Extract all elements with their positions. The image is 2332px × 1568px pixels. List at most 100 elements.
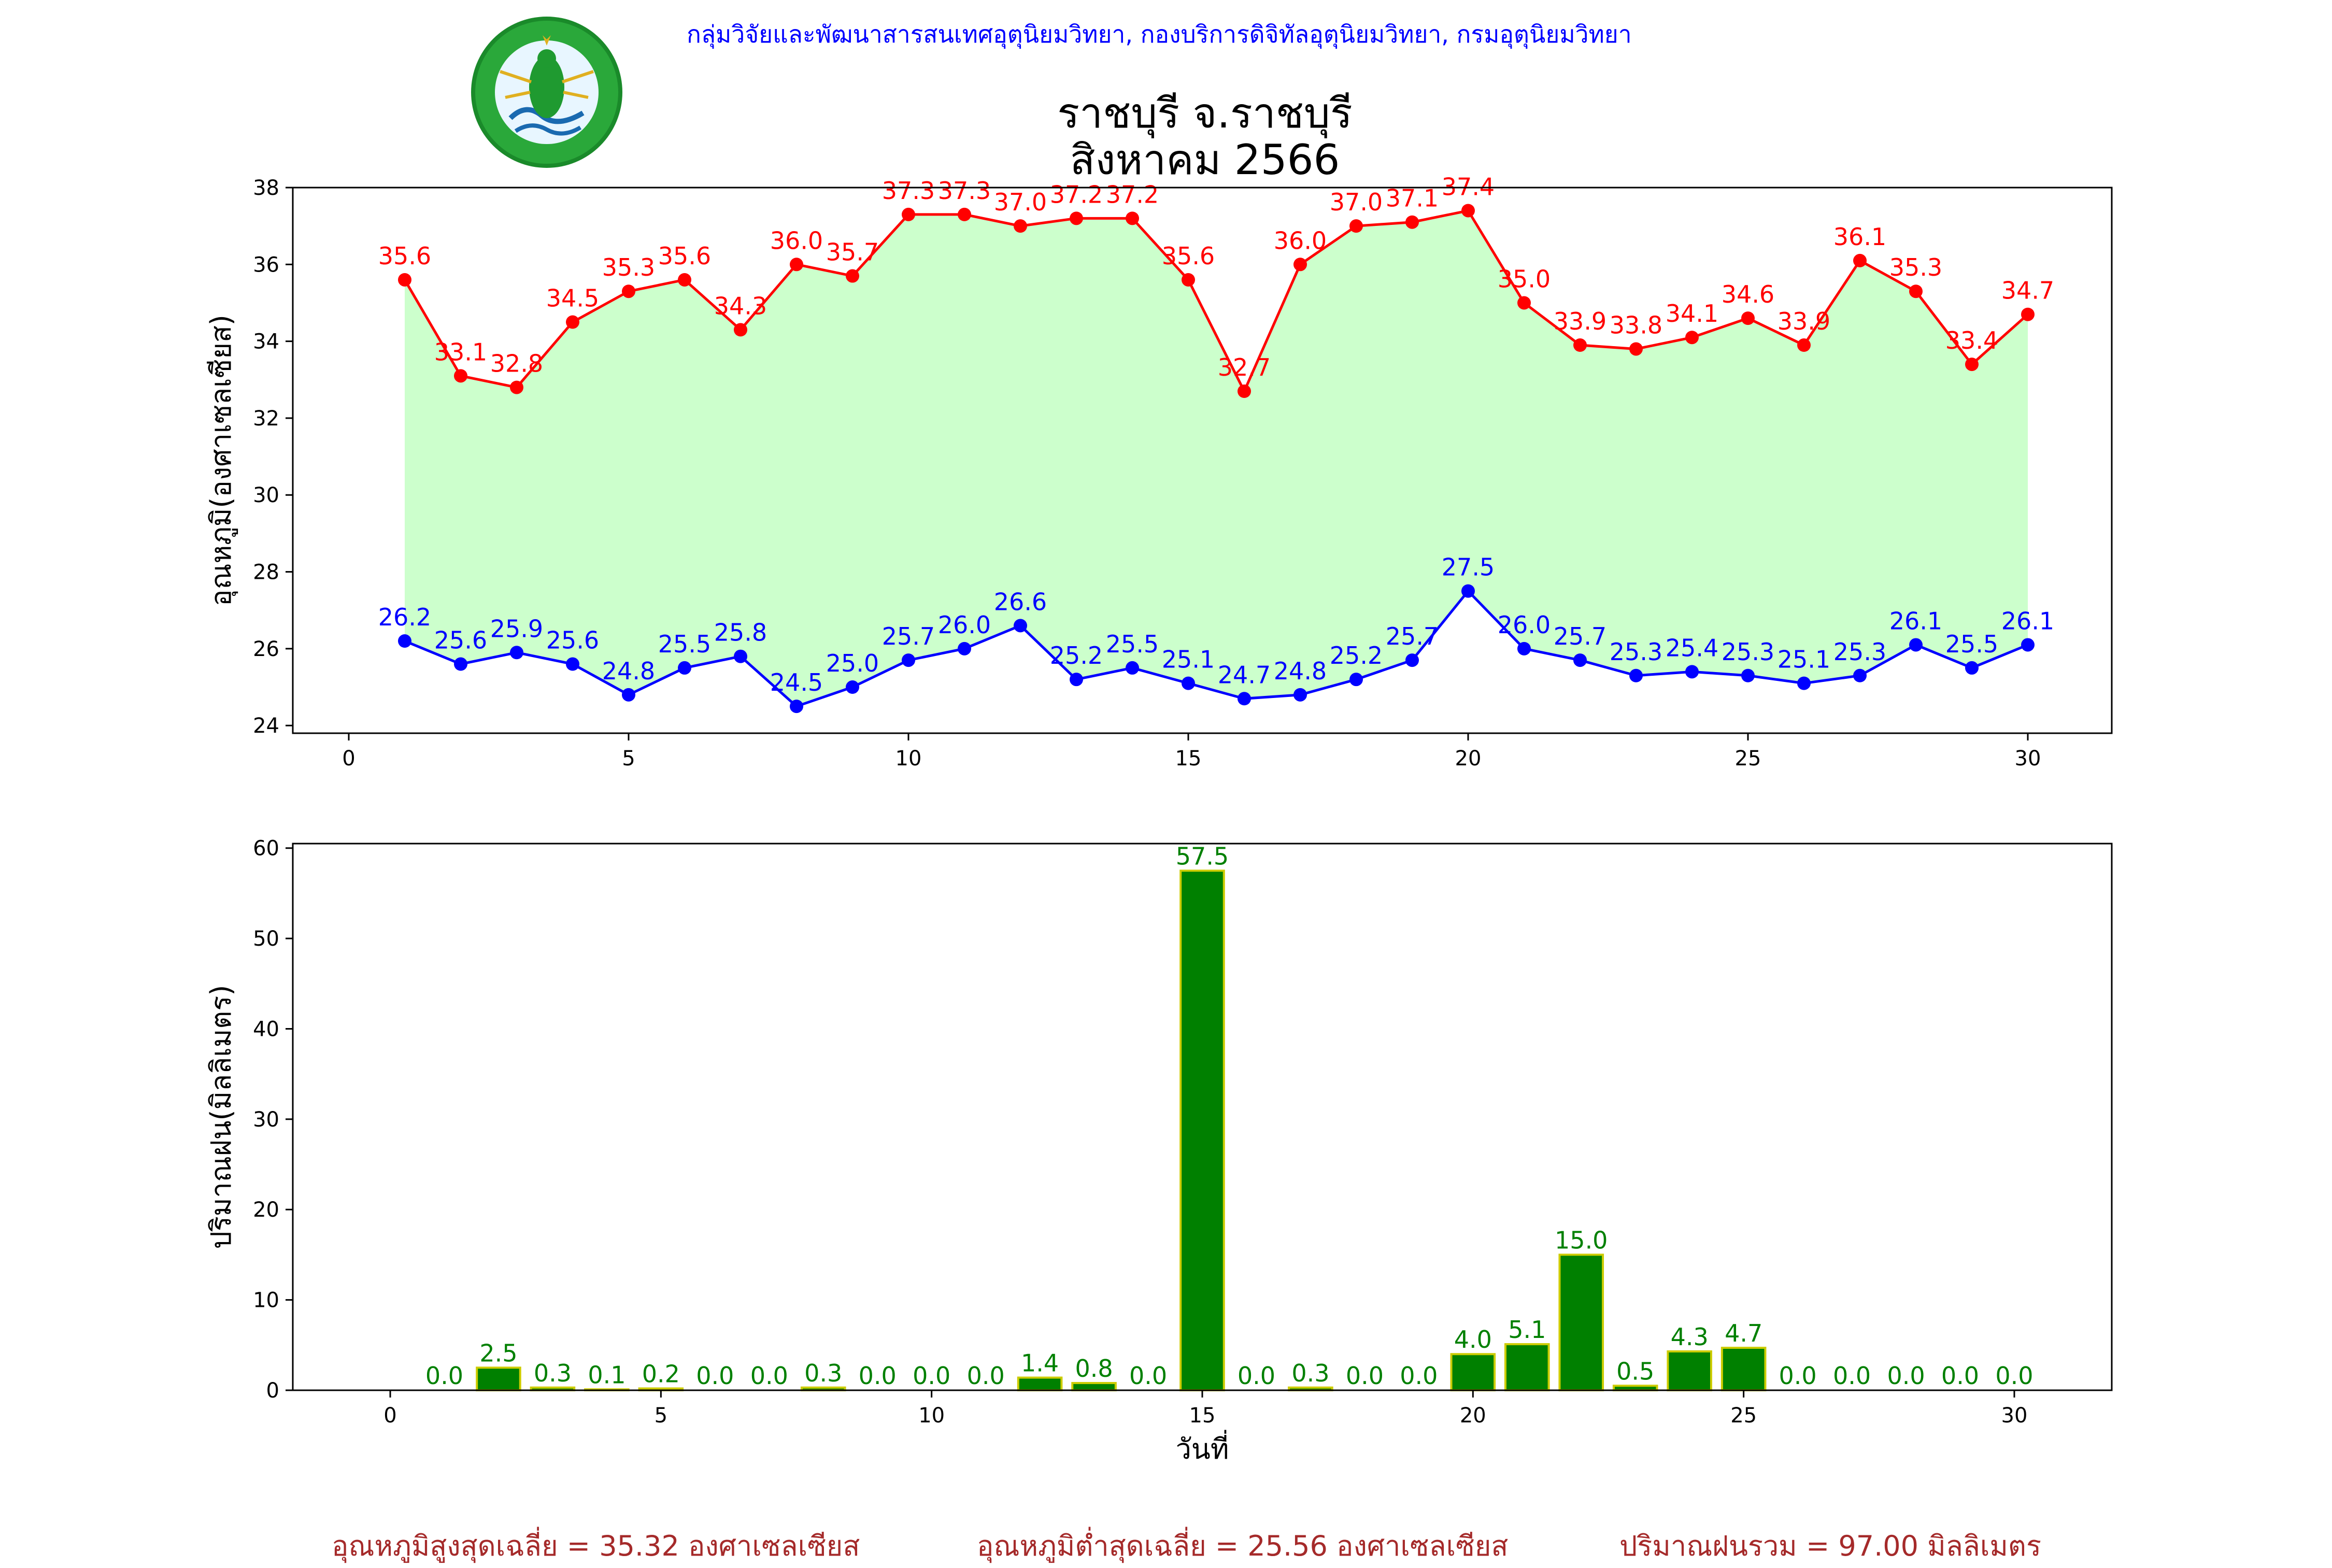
temperature-range-fill [405,210,2028,707]
max-temperature-label: 36.1 [1833,223,1886,251]
x-tick-label: 0 [342,747,355,771]
rainfall-value-label: 0.0 [1400,1362,1438,1390]
max-temperature-label: 37.2 [1106,180,1159,208]
min-temperature-label: 25.4 [1666,634,1718,662]
min-temperature-label: 24.8 [602,657,655,685]
min-temperature-point [1965,661,1979,675]
min-temperature-label: 25.5 [658,630,711,658]
max-temperature-label: 37.3 [882,177,935,205]
min-temperature-label: 25.3 [1833,638,1886,666]
min-temperature-label: 27.5 [1442,553,1495,581]
rainfall-bar [1179,869,1225,1392]
max-temperature-point [1965,358,1979,372]
rainfall-value-label: 0.3 [804,1359,842,1387]
min-temperature-label: 25.8 [714,619,767,647]
chart-title-month: สิงหาคม 2566 [1070,136,1340,184]
chart-title-station: ราชบุรี จ.ราชบุรี [1057,89,1353,137]
rainfall-bar [1504,1343,1550,1392]
max-temperature-label: 36.0 [1274,226,1327,254]
rainfall-value-label: 0.8 [1075,1355,1113,1382]
min-temperature-point [902,653,915,667]
max-temperature-point [1853,253,1867,267]
min-temperature-point [1014,619,1027,633]
y-tick-label: 50 [253,927,279,951]
rainfall-value-label: 1.4 [1021,1349,1059,1377]
rainfall-value-label: 0.0 [425,1362,463,1390]
min-temperature-point [566,657,579,671]
rainfall-value-label: 4.0 [1454,1325,1492,1353]
rainfall-bar [1558,1253,1604,1391]
rainfall-value-label: 0.0 [1129,1362,1167,1390]
rainfall-value-label: 4.3 [1671,1323,1709,1351]
min-temperature-label: 26.2 [378,603,431,631]
max-temperature-label: 33.1 [434,338,487,366]
max-temperature-label: 34.1 [1666,300,1718,327]
max-temperature-label: 33.4 [1945,326,1998,354]
y-tick-label: 30 [253,483,279,507]
rainfall-bar [1720,1347,1767,1391]
x-tick-label: 15 [1175,747,1202,771]
x-tick-label: 15 [1189,1404,1216,1428]
max-temperature-label: 32.8 [490,350,543,378]
y-tick-label: 38 [253,176,279,200]
max-temperature-label: 35.6 [1162,242,1215,270]
min-temperature-label: 26.6 [994,588,1047,616]
max-temperature-point [1405,215,1419,229]
min-temperature-point [678,661,691,675]
min-temperature-point [958,642,971,655]
x-tick-label: 5 [622,747,635,771]
max-temperature-label: 34.5 [546,284,599,312]
min-temperature-label: 25.6 [546,626,599,654]
max-temperature-point [1517,296,1531,310]
y-tick-label: 36 [253,253,279,277]
x-tick-label: 30 [2001,1404,2028,1428]
rainfall-value-label: 0.0 [1887,1362,1925,1390]
rainfall-value-label: 0.0 [1346,1362,1384,1390]
max-temperature-label: 34.7 [2001,277,2054,305]
max-temperature-point [1461,204,1475,218]
rainfall-bar [1071,1382,1117,1391]
min-temperature-point [1573,653,1587,667]
footer-avg-max: อุณหภูมิสูงสุดเฉลี่ย = 35.32 องศาเซลเซีย… [332,1530,860,1562]
rainfall-x-axis-label: วันที่ [1176,1430,1229,1465]
y-tick-label: 30 [253,1108,279,1132]
min-temperature-point [1797,676,1811,690]
min-temperature-label: 25.5 [1106,630,1159,658]
max-temperature-label: 35.3 [1889,253,1942,281]
max-temperature-label: 37.1 [1386,184,1439,212]
max-temperature-point [622,284,635,298]
min-temperature-label: 25.1 [1778,646,1830,674]
max-temperature-point [398,273,411,287]
footer-avg-min: อุณหภูมิต่ำสุดเฉลี่ย = 25.56 องศาเซลเซีย… [977,1530,1509,1562]
x-tick-label: 20 [1455,747,1482,771]
temperature-y-axis-label: อุณหภูมิ(องศาเซลเซียส) [205,315,238,606]
max-temperature-point [1573,338,1587,352]
rainfall-value-label: 2.5 [479,1339,517,1367]
max-temperature-point [454,369,467,383]
min-temperature-point [1853,668,1867,682]
max-temperature-point [1014,219,1027,233]
min-temperature-point [1517,642,1531,655]
min-temperature-point [622,688,635,702]
rainfall-value-label: 0.0 [859,1362,897,1390]
rainfall-value-label: 0.0 [913,1362,950,1390]
min-temperature-label: 25.2 [1330,642,1383,669]
min-temperature-line [404,589,2028,708]
min-temperature-label: 25.6 [434,626,487,654]
rainfall-value-label: 57.5 [1176,842,1229,870]
rainfall-value-label: 0.0 [696,1362,734,1390]
max-temperature-point [1293,258,1307,272]
max-temperature-point [2021,307,2035,321]
rainfall-value-label: 0.3 [534,1359,572,1387]
min-temperature-label: 25.7 [1554,622,1606,650]
max-temperature-point [1349,219,1363,233]
max-temperature-label: 32.7 [1218,353,1271,381]
min-temperature-label: 26.0 [1498,611,1551,639]
y-tick-label: 40 [253,1017,279,1041]
min-temperature-point [454,657,467,671]
y-tick-label: 0 [266,1379,279,1403]
min-temperature-label: 25.1 [1162,646,1215,674]
min-temperature-point [846,680,859,694]
min-temperature-point [1349,673,1363,687]
max-temperature-label: 37.0 [994,188,1047,216]
